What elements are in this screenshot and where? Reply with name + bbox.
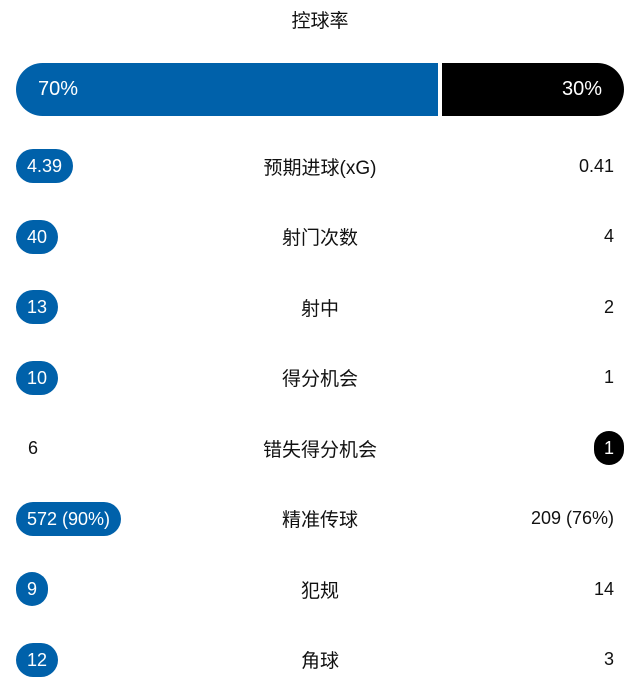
stat-row: 40 射门次数 4: [0, 219, 640, 255]
stat-home-value: 13: [16, 290, 59, 324]
possession-title: 控球率: [291, 11, 349, 32]
possession-home: 70%: [16, 63, 442, 116]
stat-home-value: 572 (90%): [16, 501, 122, 536]
stat-label: 预期进球(xG): [263, 157, 377, 179]
stat-home-value: 40: [16, 219, 59, 254]
stat-away-value: 0.41: [578, 155, 614, 176]
stat-label: 得分机会: [281, 369, 358, 390]
stat-home-value: 12: [16, 642, 59, 677]
stat-away-value: 1: [603, 367, 614, 387]
stat-away-value: 1: [593, 431, 624, 465]
stat-row: 6 错失得分机会 1: [0, 430, 640, 466]
stat-label: 射中: [300, 298, 339, 320]
stat-home-value: 10: [16, 360, 59, 395]
stat-row: 13 射中 2: [0, 289, 640, 325]
stat-row: 12 角球 3: [0, 642, 640, 678]
stat-row: 4.39 预期进球(xG) 0.41: [0, 148, 640, 184]
stat-away-value: 3: [603, 649, 614, 669]
stat-away-value: 4: [603, 226, 614, 246]
stat-label: 射门次数: [281, 228, 358, 249]
stat-away-value: 2: [603, 296, 614, 317]
stat-away-value: 209 (76%): [530, 508, 614, 528]
possession-bar: 70% 30%: [16, 63, 624, 116]
stat-home-value: 9: [16, 572, 49, 606]
stat-home-value: 4.39: [16, 149, 74, 183]
stat-row: 10 得分机会 1: [0, 360, 640, 396]
stat-label: 错失得分机会: [262, 439, 377, 461]
stat-row: 9 犯规 14: [0, 571, 640, 607]
stat-row: 572 (90%) 精准传球 209 (76%): [0, 501, 640, 537]
possession-away: 30%: [441, 63, 624, 116]
stat-label: 角球: [300, 651, 339, 672]
stat-label: 犯规: [300, 580, 339, 602]
stat-away-value: 14: [593, 578, 614, 599]
stat-home-value: 6: [28, 437, 39, 458]
